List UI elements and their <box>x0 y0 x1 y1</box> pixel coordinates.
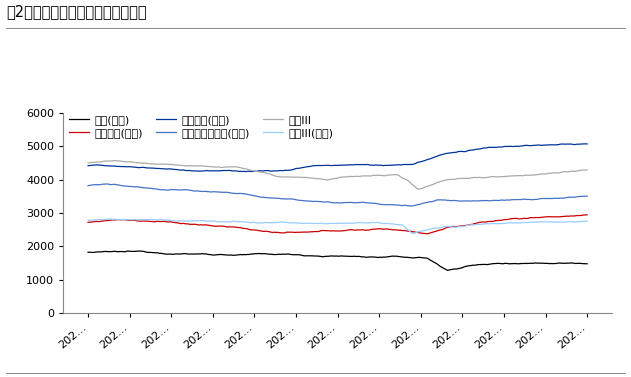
新能源发电运营(长江) <box>326 200 333 204</box>
水务III <box>503 174 510 179</box>
环保(申万) <box>499 262 507 266</box>
水务III <box>499 175 507 179</box>
燃气III(申万) <box>503 221 510 225</box>
水力发电(申万) <box>497 145 505 149</box>
水务III <box>326 177 333 182</box>
火力发电(申万) <box>161 219 168 224</box>
Text: 图2：公用事业细分子板块涨跌情况: 图2：公用事业细分子板块涨跌情况 <box>6 4 147 19</box>
水力发电(申万) <box>501 144 509 149</box>
环保(申万) <box>124 249 131 253</box>
水务III <box>163 162 170 166</box>
火力发电(申万) <box>324 228 331 233</box>
Line: 新能源发电运营(长江): 新能源发电运营(长江) <box>88 184 587 206</box>
燃气III(申万) <box>583 219 591 224</box>
火力发电(申万) <box>369 227 376 231</box>
燃气III(申万) <box>394 222 401 227</box>
火力发电(申万) <box>497 218 505 222</box>
环保(申万) <box>444 268 451 273</box>
Line: 燃气III(申万): 燃气III(申万) <box>88 219 587 233</box>
火力发电(申万) <box>85 220 92 225</box>
水力发电(申万) <box>161 167 168 171</box>
新能源发电运营(长江) <box>499 198 507 202</box>
火力发电(申万) <box>424 231 432 236</box>
Line: 水力发电(申万): 水力发电(申万) <box>88 144 587 172</box>
水力发电(申万) <box>370 163 378 167</box>
Legend: 环保(申万), 火力发电(申万), 水力发电(申万), 新能源发电运营(长江), 水务III, 燃气III(申万): 环保(申万), 火力发电(申万), 水力发电(申万), 新能源发电运营(长江),… <box>69 115 334 138</box>
环保(申万) <box>394 254 401 259</box>
环保(申万) <box>503 261 510 266</box>
火力发电(申万) <box>501 217 509 222</box>
水务III <box>111 158 119 163</box>
环保(申万) <box>326 254 333 258</box>
水力发电(申万) <box>583 142 591 146</box>
新能源发电运营(长江) <box>370 201 378 206</box>
燃气III(申万) <box>410 231 417 236</box>
水力发电(申万) <box>326 163 333 168</box>
燃气III(申万) <box>163 218 170 222</box>
水务III <box>415 187 423 192</box>
水力发电(申万) <box>242 169 249 174</box>
水力发电(申万) <box>85 164 92 168</box>
燃气III(申万) <box>499 221 507 226</box>
环保(申万) <box>163 252 170 256</box>
环保(申万) <box>85 250 92 254</box>
水务III <box>370 173 378 178</box>
新能源发电运营(长江) <box>583 194 591 199</box>
火力发电(申万) <box>583 213 591 217</box>
燃气III(申万) <box>326 221 333 226</box>
燃气III(申万) <box>85 218 92 222</box>
环保(申万) <box>583 262 591 266</box>
新能源发电运营(长江) <box>85 184 92 188</box>
新能源发电运营(长江) <box>163 188 170 192</box>
环保(申万) <box>370 255 378 259</box>
水务III <box>85 161 92 166</box>
新能源发电运营(长江) <box>503 198 510 202</box>
Line: 火力发电(申万): 火力发电(申万) <box>88 215 587 234</box>
水力发电(申万) <box>582 142 589 146</box>
水力发电(申万) <box>394 162 401 167</box>
火力发电(申万) <box>392 228 399 232</box>
水务III <box>394 173 401 177</box>
新能源发电运营(长江) <box>104 182 112 186</box>
新能源发电运营(长江) <box>408 204 416 208</box>
燃气III(申万) <box>370 221 378 225</box>
新能源发电运营(长江) <box>394 203 401 207</box>
Line: 环保(申万): 环保(申万) <box>88 251 587 270</box>
水务III <box>583 168 591 172</box>
燃气III(申万) <box>104 217 112 221</box>
Line: 水务III: 水务III <box>88 161 587 189</box>
